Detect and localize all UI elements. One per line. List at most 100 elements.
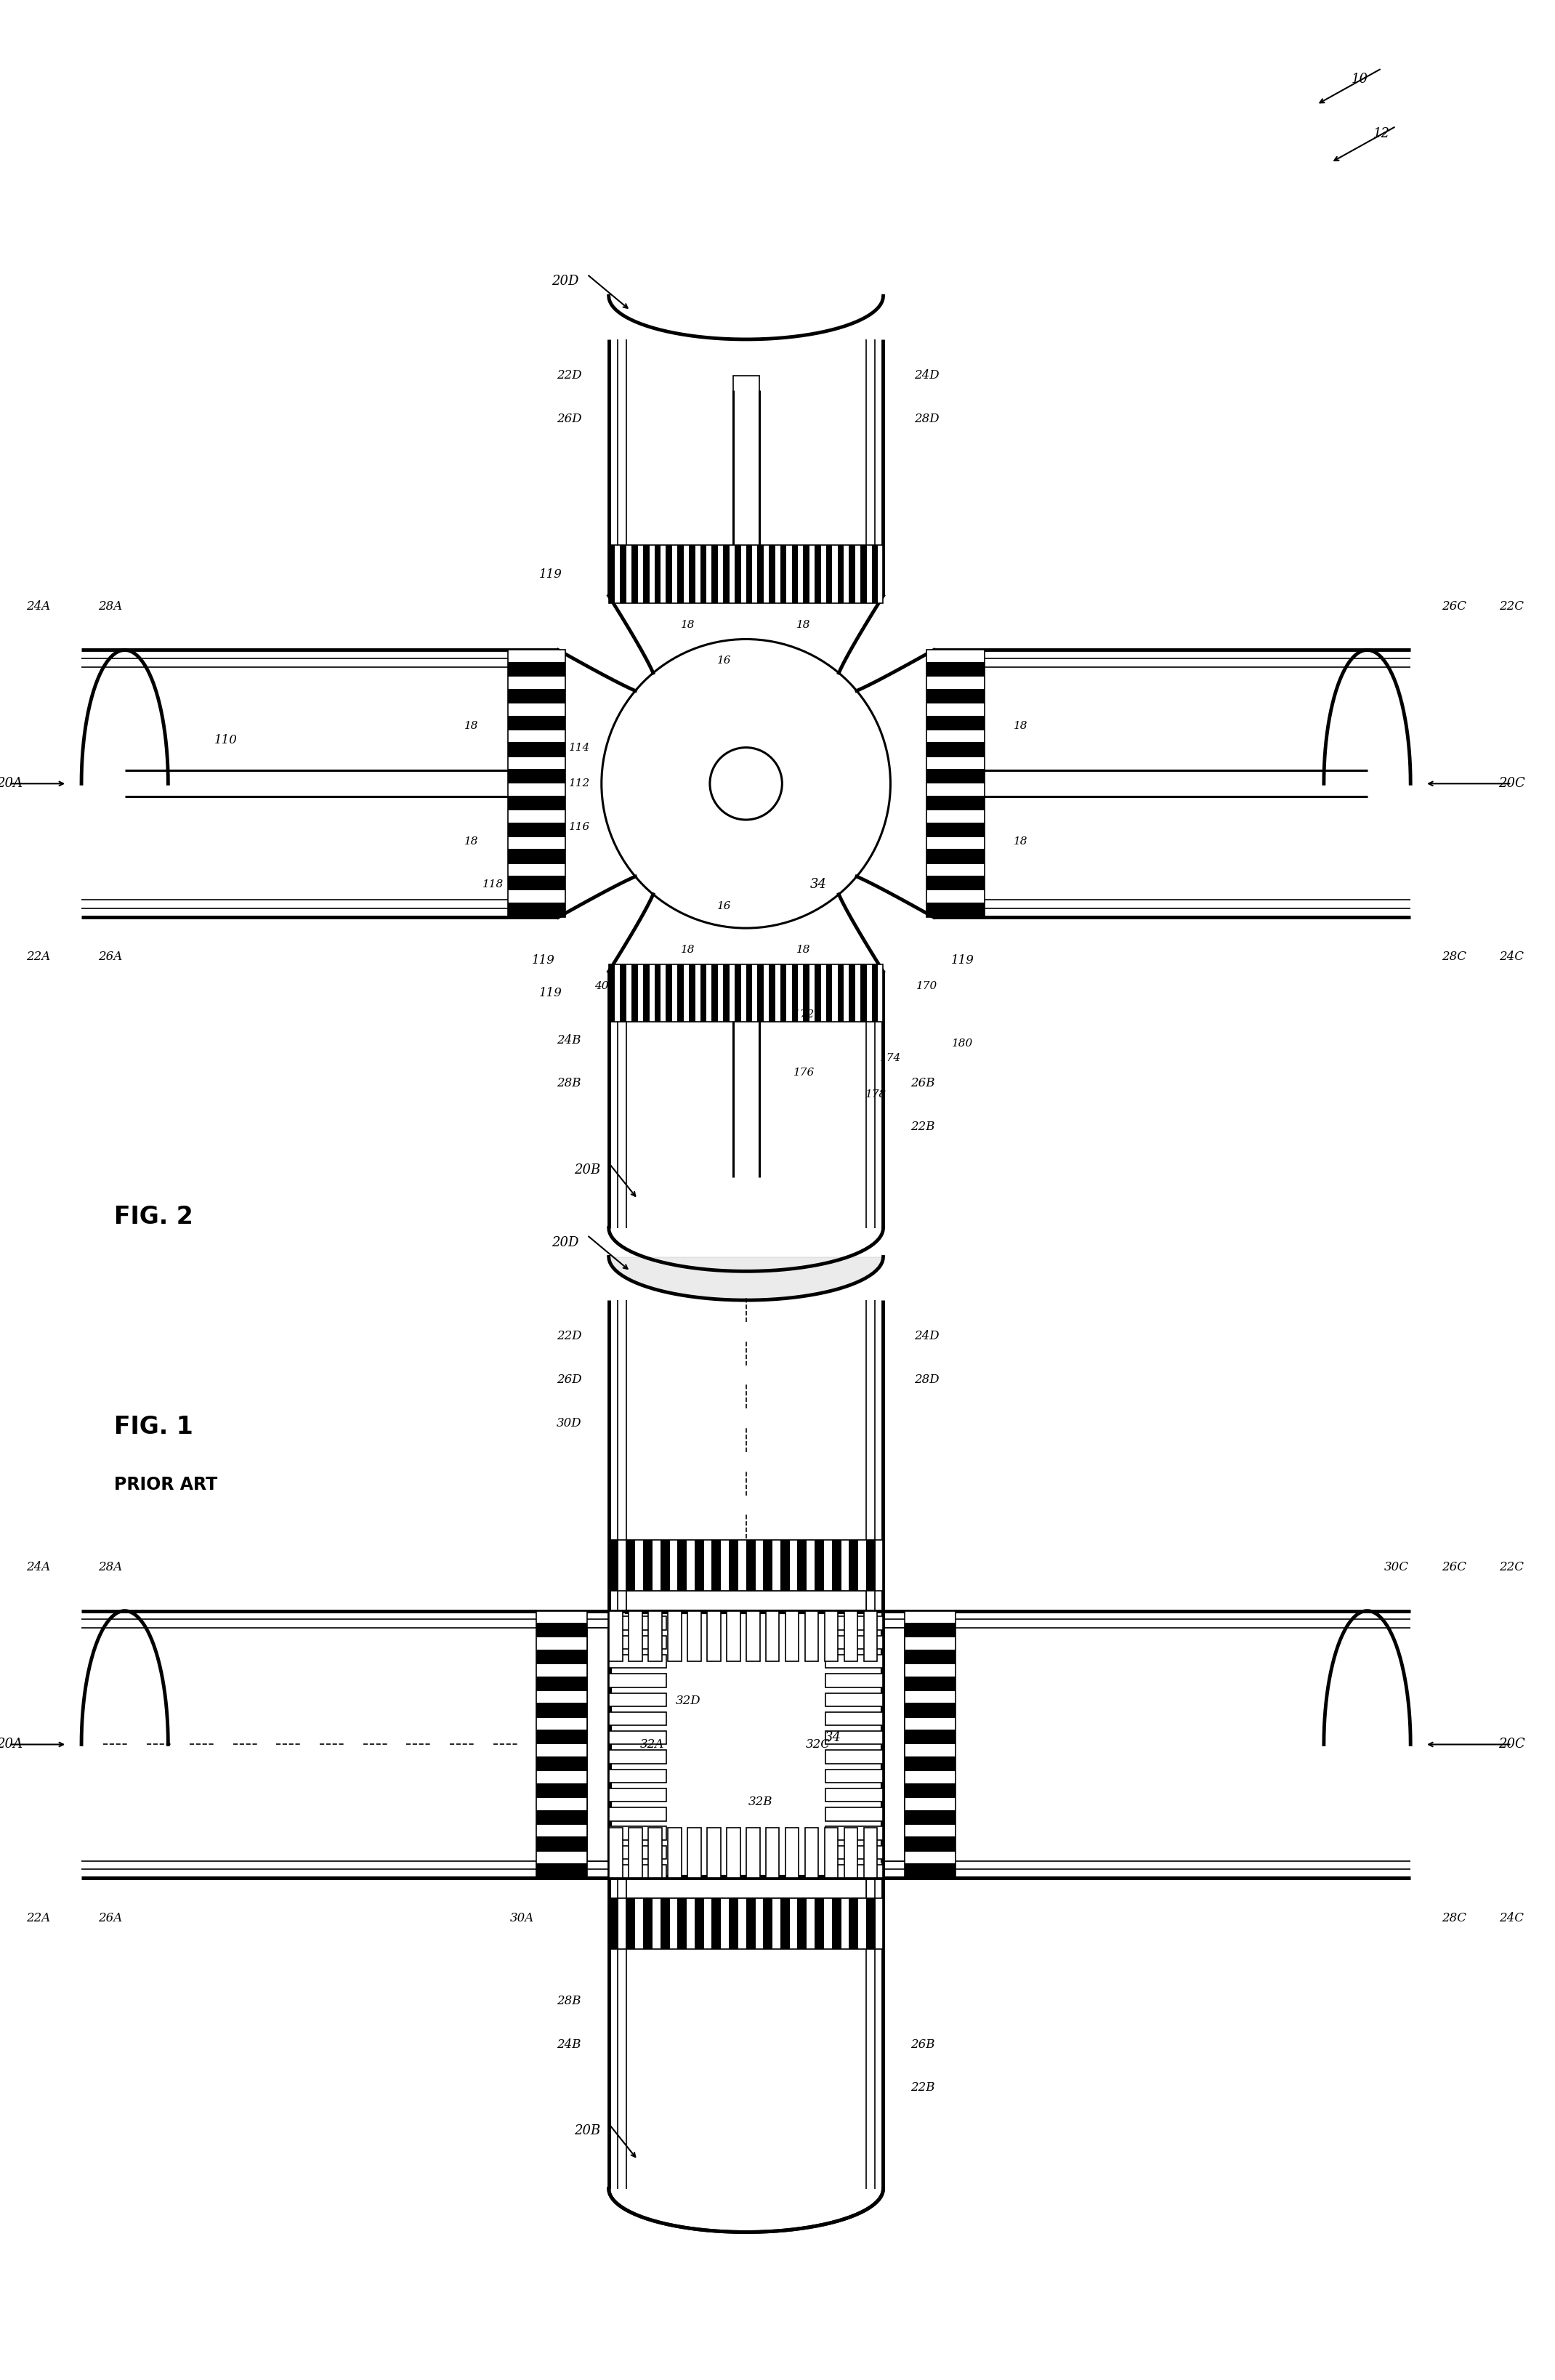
Bar [608,1768,667,1783]
Text: 28C: 28C [1441,1911,1466,1923]
Bar [905,1864,955,1878]
Bar [667,1611,681,1661]
Bar [826,1768,883,1783]
Bar [627,1540,636,1590]
Bar [764,1540,773,1590]
Bar [608,1899,619,1949]
Text: PRIOR ART: PRIOR ART [114,1476,218,1492]
Bar [866,1540,875,1590]
Bar [927,743,984,757]
Bar [768,964,774,1021]
Text: 34: 34 [824,1730,841,1745]
Text: 18: 18 [681,945,695,954]
Text: 28B: 28B [557,1994,582,2006]
Bar [712,1540,722,1590]
Bar [507,795,566,809]
Bar [838,545,844,602]
Bar [631,545,638,602]
Text: 174: 174 [880,1052,900,1064]
Bar [620,964,627,1021]
Bar [536,1649,588,1664]
Text: 34: 34 [810,878,827,892]
Bar [536,1730,588,1745]
Bar [781,1540,790,1590]
Bar [507,716,566,731]
Bar [927,688,984,704]
Text: 24C: 24C [1499,952,1524,964]
Bar [826,1616,883,1630]
Text: 28D: 28D [914,1373,939,1385]
Bar [644,1540,653,1590]
Text: 28B: 28B [557,1078,582,1090]
Bar [608,1673,667,1687]
Bar [507,850,566,864]
Text: 20A: 20A [0,778,22,790]
Bar [826,1730,883,1745]
Bar [627,1899,636,1949]
Text: 26A: 26A [98,952,123,964]
Bar [765,1828,779,1878]
Text: 112: 112 [569,778,591,788]
Bar [746,1828,760,1878]
Bar [507,688,566,704]
Bar [661,1899,670,1949]
Bar [872,964,879,1021]
Bar [678,1540,687,1590]
Bar [826,964,832,1021]
Bar [826,545,832,602]
Bar [905,1611,955,1878]
Bar [826,1635,883,1649]
Bar [826,1673,883,1687]
Text: 20A: 20A [0,1737,22,1752]
Bar [815,964,821,1021]
Bar [815,1540,824,1590]
Text: 180: 180 [952,1038,973,1050]
Bar [785,1828,799,1878]
Bar [661,1540,670,1590]
Bar [883,1628,905,1861]
Bar [849,1540,858,1590]
Bar [700,964,706,1021]
Bar [689,964,695,1021]
Text: 22B: 22B [911,2082,935,2094]
Bar [746,545,753,602]
Text: 176: 176 [793,1069,815,1078]
Text: 18: 18 [1014,835,1028,847]
Text: 24B: 24B [557,2037,582,2052]
Bar [824,1611,838,1661]
Bar [608,1540,619,1590]
Bar [746,1899,756,1949]
Bar [905,1783,955,1797]
Bar [765,1611,779,1661]
Text: 24A: 24A [26,1561,50,1573]
Bar [805,1611,818,1661]
Text: 30D: 30D [557,1416,582,1428]
Bar [507,662,566,676]
Text: 119: 119 [540,569,563,581]
Text: 18: 18 [681,619,695,631]
Bar [905,1704,955,1718]
Text: 114: 114 [569,743,591,752]
Text: 32D: 32D [675,1695,701,1706]
Text: 20B: 20B [574,2125,600,2137]
Text: 26A: 26A [98,1911,123,1923]
Bar [826,1825,883,1840]
Text: 22B: 22B [911,1121,935,1133]
Bar [791,545,798,602]
Circle shape [711,747,782,819]
Text: 16: 16 [522,771,536,781]
Text: 24D: 24D [914,369,939,381]
Text: 18: 18 [796,945,810,954]
Bar [666,964,672,1021]
Text: 26B: 26B [911,2037,935,2052]
Text: 26C: 26C [1441,1561,1466,1573]
Bar [905,1756,955,1771]
Bar [712,545,718,602]
Text: 118: 118 [482,881,504,890]
Bar [536,1864,588,1878]
Bar [826,1844,883,1859]
Bar [791,964,798,1021]
Text: 178: 178 [866,1090,886,1100]
Bar [826,1787,883,1802]
Bar [608,1866,667,1878]
